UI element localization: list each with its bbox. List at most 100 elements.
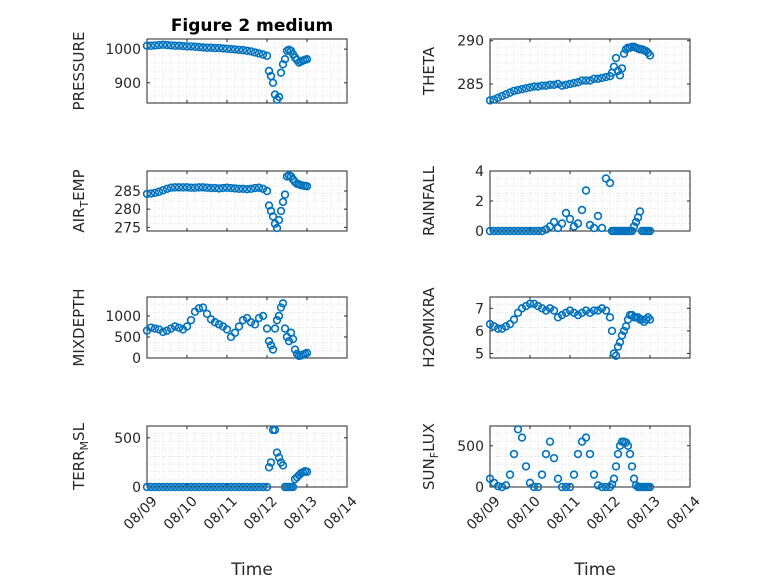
data-point: [623, 441, 633, 450]
data-point: [242, 184, 252, 194]
data-point: [489, 95, 499, 104]
data-point: [553, 79, 563, 89]
data-point: [266, 458, 276, 467]
data-point: [565, 214, 575, 224]
data-point: [593, 481, 603, 490]
data-point: [601, 306, 611, 315]
data-point: [549, 306, 559, 315]
data-point: [645, 51, 655, 60]
x-tick-label: 08/14: [321, 493, 361, 533]
data-point: [569, 470, 579, 479]
data-point: [545, 437, 555, 446]
data-point: [549, 217, 559, 227]
data-point: [170, 322, 180, 331]
data-point: [565, 79, 575, 89]
data-point: [234, 184, 244, 194]
data-point: [174, 482, 184, 492]
data-point: [142, 189, 152, 199]
x-tick-label: 08/09: [464, 493, 504, 533]
data-point: [226, 183, 236, 193]
data-point: [146, 41, 156, 50]
data-point: [561, 482, 571, 492]
data-point: [549, 80, 559, 90]
data-point: [645, 226, 655, 236]
data-point: [174, 41, 184, 50]
data-point: [142, 41, 152, 50]
data-point: [274, 92, 284, 102]
data-point: [611, 462, 621, 471]
data-point: [278, 197, 288, 207]
axes-frame: [489, 38, 691, 104]
data-point: [146, 189, 156, 198]
data-point: [557, 219, 567, 228]
data-point: [505, 470, 515, 479]
y-tick-label: 285: [114, 184, 141, 200]
x-tick-label: 08/10: [161, 493, 201, 533]
y-tick-label: 4: [475, 164, 484, 180]
data-point: [150, 188, 160, 198]
y-axis-label: AIRTEMP: [70, 169, 91, 232]
data-point: [601, 72, 611, 82]
y-tick-label: 6: [475, 324, 484, 340]
data-point: [517, 226, 527, 236]
data-point: [525, 226, 535, 236]
data-point: [537, 81, 547, 90]
data-point: [627, 462, 637, 471]
data-point: [264, 463, 274, 472]
data-point: [509, 449, 519, 459]
data-point: [581, 76, 591, 85]
data-point: [290, 345, 300, 354]
data-point: [302, 182, 312, 191]
data-point: [561, 208, 571, 218]
data-point: [597, 223, 607, 233]
y-tick-label: 1000: [105, 309, 141, 325]
data-point: [625, 449, 635, 459]
data-point: [182, 42, 192, 51]
data-point: [529, 482, 539, 492]
data-point: [569, 78, 579, 88]
data-point: [533, 82, 543, 91]
data-point: [302, 348, 312, 358]
data-point: [278, 60, 288, 69]
data-point: [230, 328, 240, 337]
y-tick-label: 1000: [105, 42, 141, 58]
data-point: [517, 433, 527, 442]
data-point: [485, 226, 495, 236]
data-point: [254, 482, 264, 492]
data-point: [178, 183, 188, 192]
data-point: [194, 482, 204, 492]
data-point: [573, 78, 583, 87]
data-point: [268, 78, 278, 87]
data-point: [194, 304, 204, 313]
data-point: [565, 482, 575, 492]
data-point: [549, 453, 559, 463]
data-point: [190, 183, 200, 192]
data-point: [230, 482, 240, 492]
data-point: [206, 43, 216, 52]
data-point: [597, 482, 607, 492]
data-point: [194, 183, 204, 192]
data-point: [268, 345, 278, 354]
data-point: [509, 226, 519, 236]
subplot-mixdepth: 0 500 1000 MIXDEPTH: [70, 288, 348, 367]
data-point: [170, 183, 180, 192]
data-point: [246, 318, 256, 327]
data-point: [258, 482, 268, 492]
data-point: [274, 311, 284, 321]
data-point: [280, 55, 290, 64]
data-point: [545, 80, 555, 90]
y-tick-label: 500: [114, 330, 141, 346]
data-point: [238, 315, 248, 325]
data-point: [280, 190, 290, 199]
data-point: [182, 322, 192, 331]
data-point: [142, 482, 152, 492]
data-point: [154, 482, 164, 492]
data-point: [497, 226, 507, 236]
data-point: [266, 341, 276, 350]
y-tick-label: 0: [132, 480, 141, 496]
subplot-terr-msl: 0 500 08/09 08/10 08/11 08/12 08/13 08/14 TERRMS…: [70, 422, 361, 533]
data-point: [242, 46, 252, 55]
x-tick-label: 08/13: [624, 493, 664, 533]
data-point: [162, 40, 172, 50]
x-axis-label-right: Time: [573, 560, 616, 580]
